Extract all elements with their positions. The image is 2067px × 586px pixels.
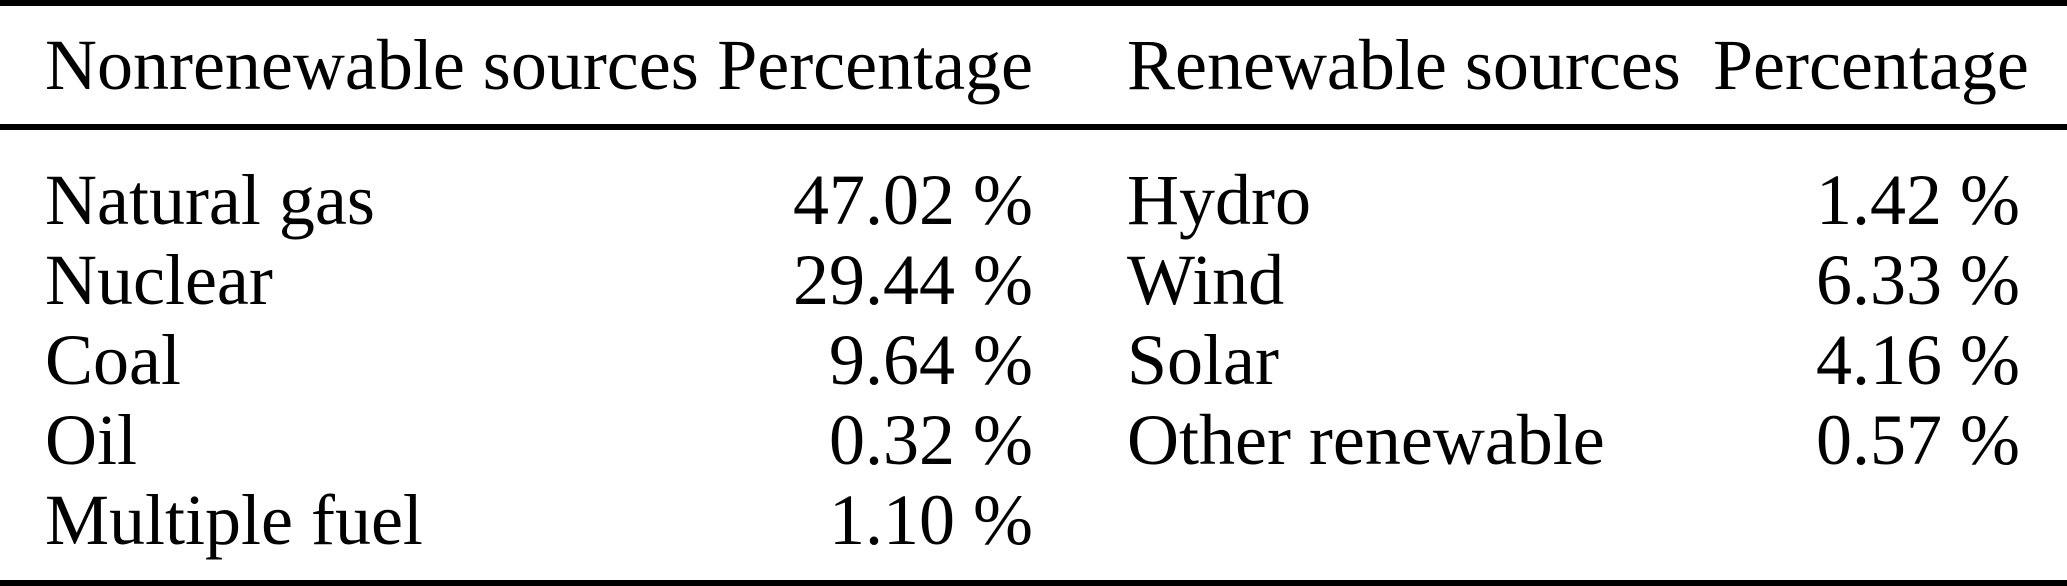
renewable-percentage-cell: 6.33 % [1816, 240, 2020, 320]
table-row: Coal 9.64 % Solar 4.16 % [0, 320, 2067, 400]
nonrenewable-source-cell: Nuclear [45, 240, 273, 320]
renewable-source-cell: Other renewable [1127, 400, 1605, 480]
table-row: Natural gas 47.02 % Hydro 1.42 % [0, 160, 2067, 240]
header-nonrenewable-percentage: Percentage [717, 25, 1033, 105]
table-top-rule [0, 0, 2067, 6]
nonrenewable-percentage-cell: 9.64 % [829, 320, 1033, 400]
nonrenewable-percentage-cell: 0.32 % [829, 400, 1033, 480]
header-renewable-sources: Renewable sources [1127, 25, 1681, 105]
table-row: Oil 0.32 % Other renewable 0.57 % [0, 400, 2067, 480]
table-row: Nuclear 29.44 % Wind 6.33 % [0, 240, 2067, 320]
nonrenewable-source-cell: Natural gas [45, 160, 375, 240]
renewable-percentage-cell: 0.57 % [1816, 400, 2020, 480]
renewable-source-cell: Solar [1127, 320, 1279, 400]
nonrenewable-percentage-cell: 1.10 % [829, 480, 1033, 560]
header-nonrenewable-sources: Nonrenewable sources [45, 25, 699, 105]
table-body: Natural gas 47.02 % Hydro 1.42 % Nuclear… [0, 130, 2067, 580]
renewable-percentage-cell: 1.42 % [1816, 160, 2020, 240]
header-renewable-percentage: Percentage [1713, 25, 2029, 105]
table-bottom-rule [0, 580, 2067, 586]
nonrenewable-source-cell: Oil [45, 400, 138, 480]
table-mid-rule [0, 124, 2067, 130]
renewable-percentage-cell: 4.16 % [1816, 320, 2020, 400]
table-header-row: Nonrenewable sources Percentage Renewabl… [0, 6, 2067, 124]
nonrenewable-percentage-cell: 47.02 % [793, 160, 1033, 240]
nonrenewable-source-cell: Coal [45, 320, 181, 400]
renewable-source-cell: Wind [1127, 240, 1285, 320]
table-row: Multiple fuel 1.10 % [0, 480, 2067, 560]
nonrenewable-source-cell: Multiple fuel [45, 480, 423, 560]
renewable-source-cell: Hydro [1127, 160, 1311, 240]
nonrenewable-percentage-cell: 29.44 % [793, 240, 1033, 320]
